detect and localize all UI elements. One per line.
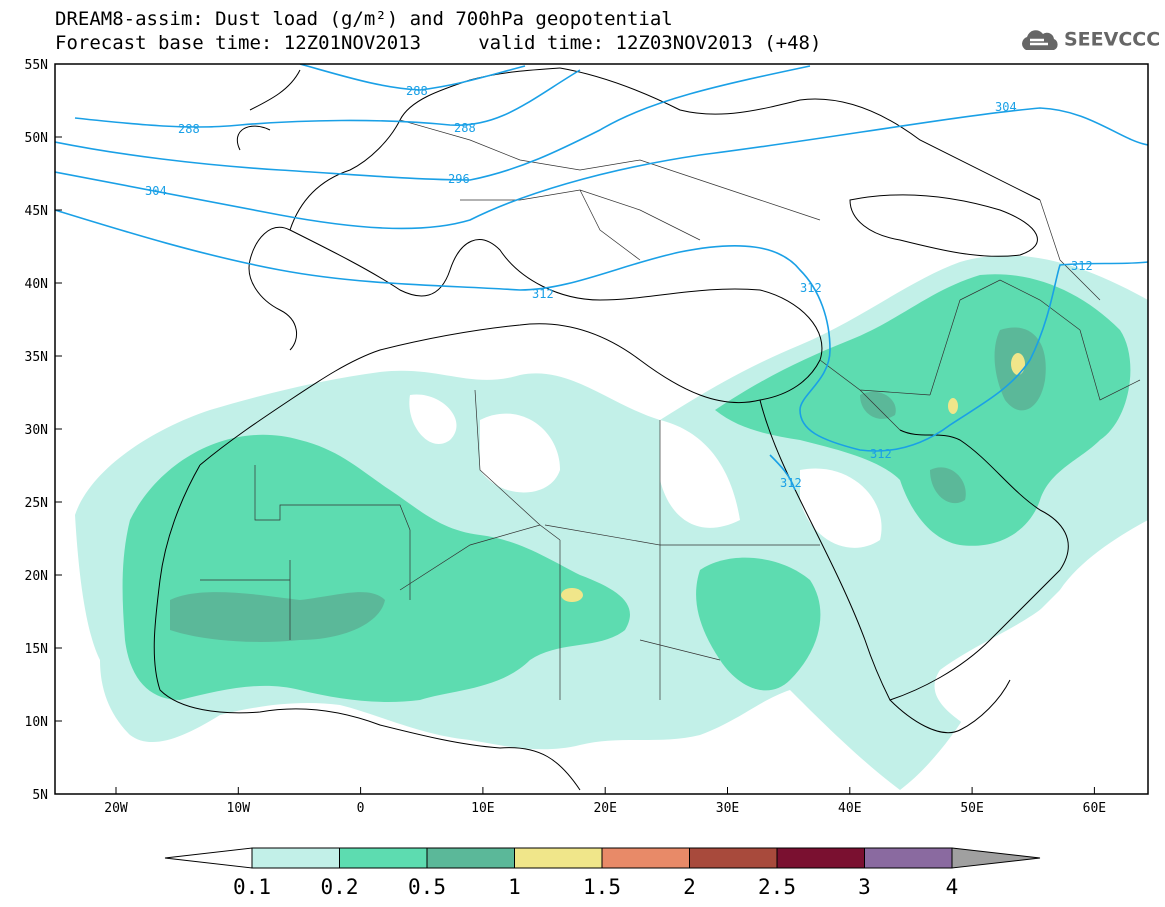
- lat-label: 45N: [25, 204, 48, 219]
- colorbar-label: 0.2: [321, 875, 359, 899]
- colorbar-label: 2.5: [758, 875, 796, 899]
- lat-label: 5N: [32, 788, 48, 803]
- lat-label: 15N: [25, 642, 48, 657]
- lat-label: 35N: [25, 350, 48, 365]
- colorbar-swatch: [601, 847, 690, 869]
- colorbar: 0.1 0.2 0.5 1 1.5 2 2.5 3 4: [164, 847, 1041, 899]
- lat-label: 20N: [25, 569, 48, 584]
- colorbar-label: 2: [683, 875, 696, 899]
- logo-text: SEEVCCC: [1064, 28, 1161, 51]
- dust-gap: [480, 413, 560, 493]
- colorbar-label: 3: [858, 875, 871, 899]
- lat-label: 25N: [25, 496, 48, 511]
- dust-gap: [800, 468, 882, 548]
- colorbar-label: 1: [508, 875, 521, 899]
- contour-label: 312: [780, 476, 802, 490]
- contour-line: [74, 69, 581, 128]
- country-borders: [200, 119, 1141, 700]
- lat-label: 55N: [25, 58, 48, 73]
- contour-label: 304: [145, 184, 167, 198]
- dust-peak: [1011, 353, 1025, 375]
- latitude-axis: 55N 50N 45N 40N 35N 30N 25N 20N 15N 10N 5N: [25, 58, 62, 803]
- seevccc-logo: SEEVCCC: [1018, 28, 1160, 52]
- lat-label: 10N: [25, 715, 48, 730]
- cloud-icon: [1022, 30, 1058, 50]
- colorbar-swatch: [864, 847, 953, 869]
- lon-label: 10E: [471, 801, 494, 816]
- dust-region-dark: [170, 592, 385, 642]
- dust-peak: [948, 398, 958, 414]
- colorbar-min-arrow: [164, 847, 253, 869]
- colorbar-swatch: [776, 847, 865, 869]
- contour-label: 288: [454, 121, 476, 135]
- lon-label: 40E: [838, 801, 861, 816]
- lon-label: 60E: [1083, 801, 1106, 816]
- dust-gap: [900, 530, 1148, 790]
- colorbar-swatch: [689, 847, 778, 869]
- contour-line: [55, 107, 1148, 230]
- contour-label: 296: [448, 172, 470, 186]
- map-subtitle: Forecast base time: 12Z01NOV2013 valid t…: [55, 32, 822, 54]
- contour-label: 312: [870, 447, 892, 461]
- lon-label: 50E: [960, 801, 983, 816]
- longitude-axis: 20W 10W 0 10E 20E 30E 40E 50E 60E: [104, 787, 1106, 816]
- colorbar-swatch: [514, 847, 603, 869]
- contour-label: 312: [532, 287, 554, 301]
- contour-label: 312: [1071, 259, 1093, 273]
- colorbar-swatch: [426, 847, 515, 869]
- colorbar-label: 1.5: [583, 875, 621, 899]
- colorbar-label: 0.1: [233, 875, 271, 899]
- colorbar-swatch: [251, 847, 340, 869]
- colorbar-max-arrow: [951, 847, 1041, 869]
- contour-line: [299, 64, 526, 91]
- contour-label: 288: [178, 122, 200, 136]
- contour-label: 288: [406, 84, 428, 98]
- lon-label: 30E: [716, 801, 739, 816]
- dust-shading: [75, 67, 1148, 791]
- dust-gap: [409, 394, 457, 444]
- contour-labels: 288 288 288 296 304 304 312 312 312 312 …: [145, 84, 1093, 490]
- contour-label: 304: [995, 100, 1017, 114]
- colorbar-label: 0.5: [408, 875, 446, 899]
- lon-label: 20W: [104, 801, 128, 816]
- lat-label: 30N: [25, 423, 48, 438]
- lat-label: 50N: [25, 131, 48, 146]
- lon-label: 0: [357, 801, 365, 816]
- contour-line: [769, 454, 796, 491]
- colorbar-swatch: [339, 847, 428, 869]
- contour-label: 312: [800, 281, 822, 295]
- colorbar-label: 4: [946, 875, 959, 899]
- map-title: DREAM8-assim: Dust load (g/m²) and 700hP…: [55, 8, 673, 30]
- contour-line: [55, 65, 811, 181]
- geopotential-contours: [55, 64, 1148, 491]
- dust-region-dark: [930, 467, 966, 504]
- contour-line: [55, 209, 1148, 452]
- dust-region-mid: [696, 557, 821, 691]
- lon-label: 20E: [593, 801, 616, 816]
- lat-label: 40N: [25, 277, 48, 292]
- lon-label: 10W: [227, 801, 251, 816]
- dust-gap: [660, 420, 740, 528]
- dust-peak: [561, 588, 583, 602]
